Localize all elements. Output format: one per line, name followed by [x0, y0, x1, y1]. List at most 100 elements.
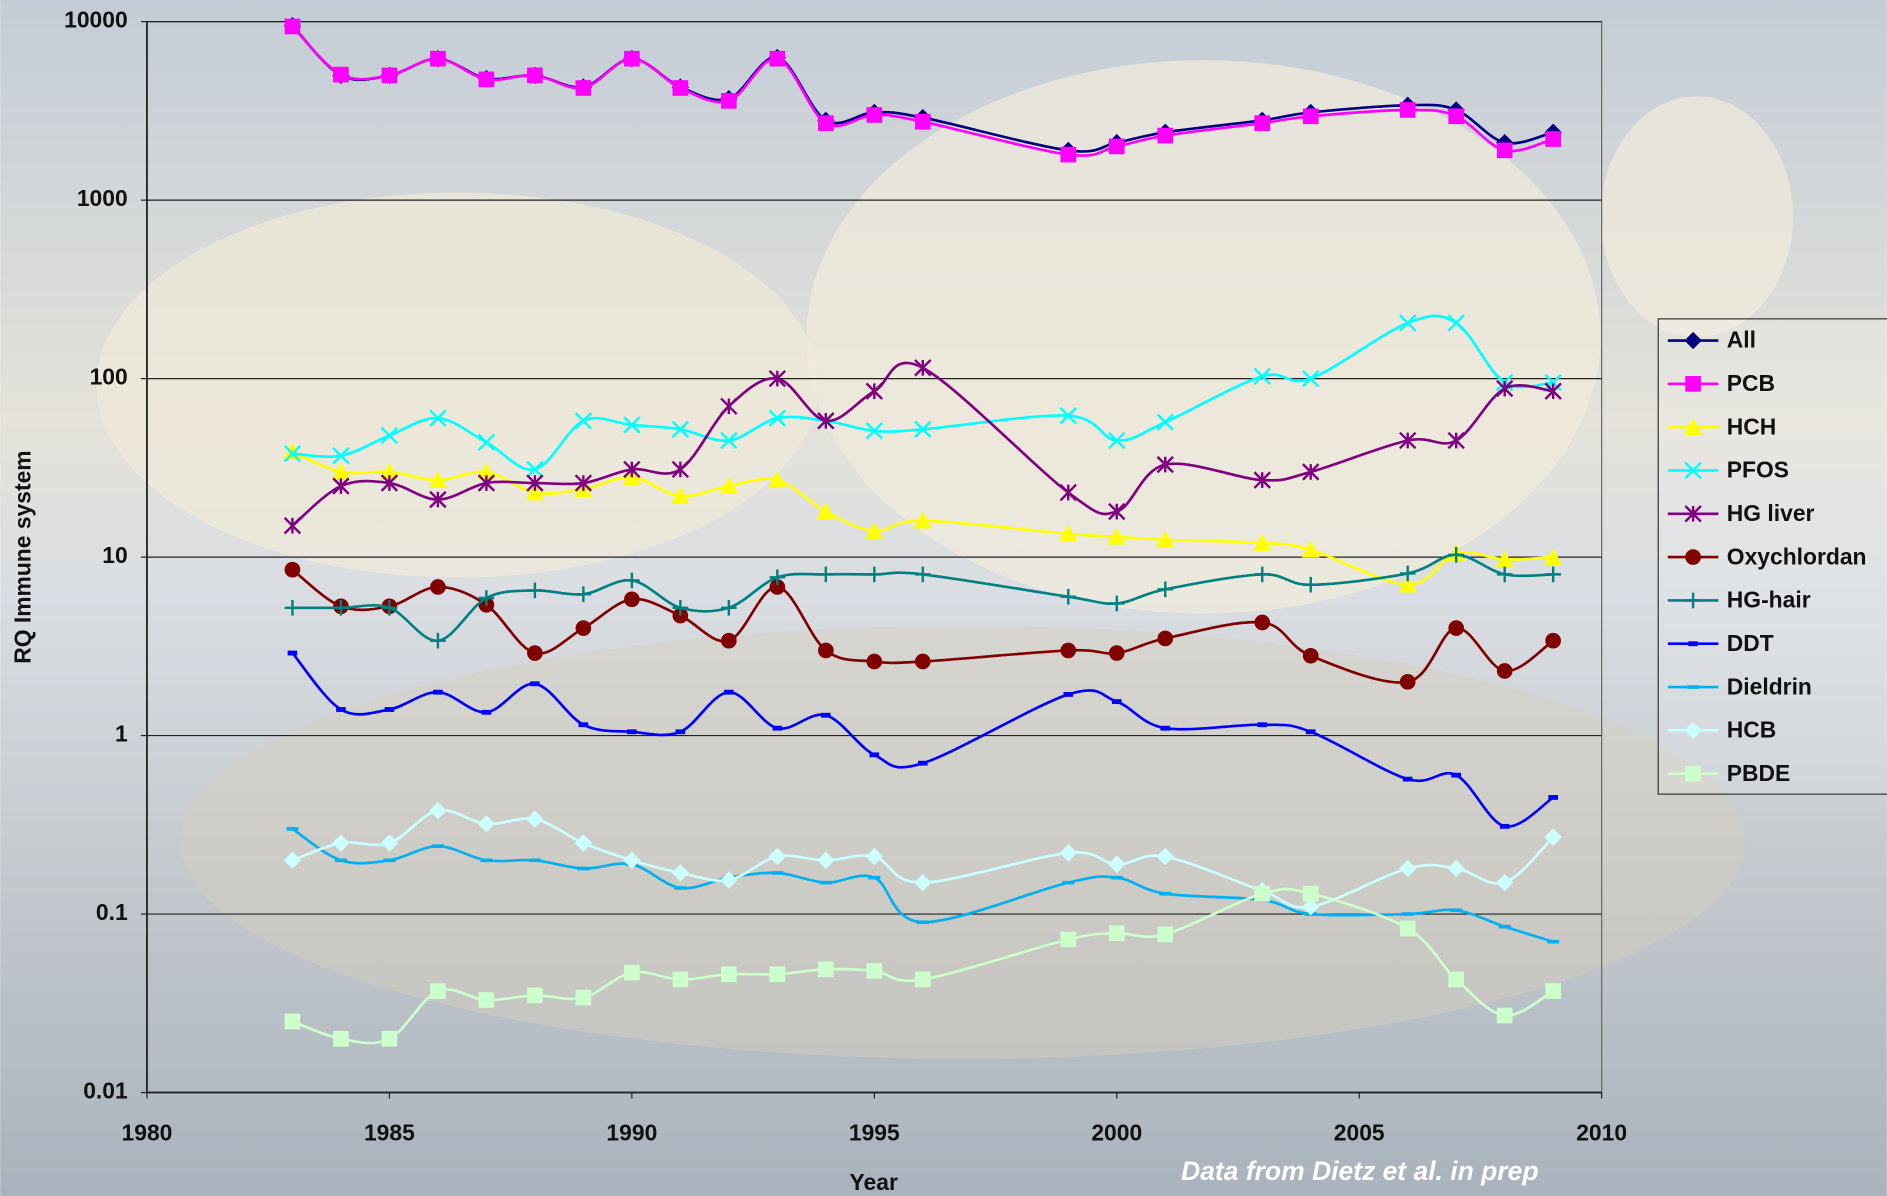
marker — [624, 964, 640, 981]
marker — [1545, 983, 1561, 999]
marker — [1448, 971, 1465, 988]
y-axis-label: RQ Immune system — [9, 450, 35, 663]
reflection — [180, 625, 1745, 1059]
marker — [1108, 431, 1126, 450]
marker — [477, 433, 496, 451]
marker — [768, 471, 787, 488]
marker — [769, 50, 786, 67]
legend-marker — [1684, 418, 1703, 435]
marker — [1305, 729, 1316, 735]
marker — [914, 420, 932, 438]
legend-label: Oxychlordan — [1727, 543, 1867, 569]
legend-marker — [1685, 549, 1701, 565]
x-tick-label: 1980 — [122, 1120, 173, 1146]
marker — [578, 722, 589, 728]
marker — [429, 409, 447, 427]
marker — [769, 569, 786, 586]
marker — [526, 460, 544, 479]
legend-marker — [1687, 685, 1700, 689]
marker — [1060, 588, 1077, 605]
marker — [719, 477, 738, 494]
marker — [1448, 108, 1465, 125]
series: DDT — [287, 630, 1774, 829]
marker — [1059, 844, 1077, 862]
marker — [331, 462, 350, 480]
marker — [671, 420, 690, 438]
marker — [332, 477, 350, 495]
marker — [431, 844, 444, 848]
marker — [865, 382, 883, 400]
marker — [817, 412, 835, 430]
marker — [1157, 630, 1174, 647]
marker — [1545, 566, 1561, 583]
marker — [530, 681, 540, 687]
marker — [1111, 699, 1122, 705]
marker — [1399, 431, 1417, 450]
marker — [672, 80, 689, 96]
marker — [866, 963, 883, 979]
marker — [1110, 875, 1123, 880]
marker — [672, 599, 689, 616]
marker — [1254, 614, 1271, 631]
y-tick-label: 10000 — [64, 7, 128, 33]
marker — [574, 834, 593, 852]
marker — [283, 851, 302, 869]
legend-label: Dieldrin — [1727, 673, 1812, 699]
marker — [478, 590, 495, 606]
marker — [481, 709, 492, 715]
marker — [1156, 455, 1174, 474]
marker — [1157, 581, 1174, 598]
marker — [914, 359, 932, 377]
marker — [674, 886, 687, 890]
marker — [816, 502, 835, 520]
marker — [1108, 138, 1125, 155]
marker — [1544, 828, 1562, 846]
marker — [332, 834, 350, 852]
marker — [771, 871, 784, 875]
marker — [623, 460, 641, 479]
marker — [671, 460, 690, 479]
marker — [1398, 575, 1417, 593]
marker — [1399, 920, 1416, 937]
series: PCB — [284, 18, 1775, 396]
marker — [866, 653, 883, 670]
legend-label: PFOS — [1727, 457, 1789, 483]
marker — [1496, 566, 1513, 583]
marker — [1157, 127, 1174, 144]
legend-label: PCB — [1727, 370, 1775, 396]
marker — [1108, 645, 1125, 661]
legend-marker — [1684, 461, 1702, 480]
marker — [430, 579, 446, 595]
marker — [1107, 527, 1126, 545]
marker — [772, 725, 783, 731]
marker — [430, 50, 446, 67]
marker — [1544, 548, 1563, 565]
marker — [1496, 1007, 1513, 1024]
marker — [575, 586, 592, 602]
marker — [1399, 565, 1416, 582]
y-tick-label: 100 — [90, 364, 128, 390]
marker — [1156, 847, 1174, 866]
marker — [1498, 924, 1511, 929]
x-tick-label: 1990 — [606, 1120, 657, 1146]
marker — [1257, 722, 1268, 728]
legend-marker — [1685, 376, 1701, 392]
marker — [1450, 908, 1463, 913]
marker — [1060, 146, 1077, 163]
marker — [381, 67, 398, 84]
marker — [1399, 314, 1417, 332]
marker — [721, 93, 737, 109]
marker — [720, 397, 738, 415]
marker — [1108, 502, 1126, 521]
marker — [477, 462, 496, 480]
marker — [865, 847, 883, 866]
legend-marker — [1684, 331, 1702, 350]
series: HCH — [283, 413, 1776, 593]
marker — [1447, 431, 1465, 450]
marker — [478, 992, 495, 1008]
marker — [1399, 102, 1416, 118]
x-tick-label: 2010 — [1576, 1120, 1627, 1146]
marker — [1059, 524, 1078, 542]
marker — [1108, 595, 1125, 612]
